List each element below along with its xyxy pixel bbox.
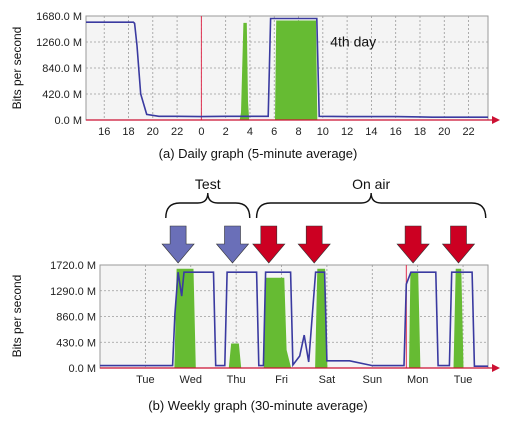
group-label: On air: [352, 176, 390, 192]
fourth-day-annotation: 4th day: [330, 33, 376, 49]
y-tick-label: 1720.0 M: [50, 260, 96, 272]
daily-y-axis-label: Bits per second: [10, 27, 24, 110]
weekly-series: [100, 268, 488, 368]
event-arrow: [161, 225, 195, 264]
x-tick-label: Sun: [362, 374, 382, 386]
x-tick-label: 6: [271, 126, 277, 138]
x-tick-label: 14: [365, 126, 377, 138]
x-tick-label: 2: [223, 126, 229, 138]
x-axis-arrowhead: [492, 116, 500, 124]
y-tick-label: 420.0 M: [42, 89, 82, 101]
x-tick-label: 10: [317, 126, 329, 138]
x-tick-label: 22: [462, 126, 474, 138]
x-tick-label: Sat: [319, 374, 336, 386]
weekly-graph: Test On air 0.0 M 430.0 M 860.0 M 1290.0 M 17…: [10, 176, 500, 413]
series-line: [86, 17, 488, 118]
event-arrow: [252, 225, 286, 264]
x-tick-label: 18: [414, 126, 426, 138]
x-tick-label: 8: [295, 126, 301, 138]
x-tick-label: Mon: [407, 374, 428, 386]
daily-series: [86, 17, 488, 120]
y-tick-label: 1260.0 M: [36, 37, 82, 49]
weekly-caption: (b) Weekly graph (30-minute average): [148, 398, 367, 413]
x-tick-label: 16: [98, 126, 110, 138]
x-tick-label: Thu: [227, 374, 246, 386]
weekly-y-axis-label: Bits per second: [10, 275, 24, 358]
event-arrow: [396, 225, 430, 264]
group-bracket: [255, 192, 487, 219]
y-tick-label: 1680.0 M: [36, 11, 82, 23]
x-tick-label: 16: [390, 126, 402, 138]
x-axis-arrowhead: [492, 364, 500, 372]
x-tick-label: 20: [147, 126, 159, 138]
x-tick-label: Fri: [275, 374, 288, 386]
event-arrow: [215, 225, 250, 264]
series-line: [100, 271, 488, 368]
y-tick-label: 840.0 M: [42, 63, 82, 75]
y-tick-label: 430.0 M: [56, 337, 96, 349]
x-tick-label: 20: [438, 126, 450, 138]
weekly-x-ticks: Tue Wed Thu Fri Sat Sun Mon Tue: [100, 364, 500, 386]
daily-graph: 0.0 M 420.0 M 840.0 M 1260.0 M 1680.0 M 16 18…: [10, 11, 500, 161]
daily-y-ticks: 0.0 M 420.0 M 840.0 M 1260.0 M 1680.0 M: [36, 11, 82, 127]
event-arrows: [161, 225, 476, 264]
x-tick-label: 12: [341, 126, 353, 138]
daily-x-ticks: 16 18 20 22 0 2 4 6 8 10 12 14 16 18 20 22: [86, 116, 500, 138]
y-tick-label: 1290.0 M: [50, 286, 96, 298]
x-tick-label: 0: [198, 126, 204, 138]
event-arrow: [441, 225, 476, 264]
y-tick-label: 0.0 M: [68, 363, 96, 375]
event-arrow: [297, 225, 331, 264]
period-brackets: Test On air: [165, 176, 487, 219]
x-tick-label: 4: [247, 126, 253, 138]
x-tick-label: 18: [122, 126, 134, 138]
y-tick-label: 0.0 M: [54, 115, 82, 127]
series-area: [86, 20, 488, 120]
group-label: Test: [195, 176, 221, 192]
x-tick-label: Tue: [454, 374, 473, 386]
series-area: [100, 268, 488, 368]
daily-caption: (a) Daily graph (5-minute average): [159, 146, 358, 161]
y-tick-label: 860.0 M: [56, 312, 96, 324]
x-tick-label: Tue: [136, 374, 155, 386]
x-tick-label: 22: [171, 126, 183, 138]
weekly-y-ticks: 0.0 M 430.0 M 860.0 M 1290.0 M 1720.0 M: [50, 260, 96, 375]
group-bracket: [165, 192, 251, 219]
x-tick-label: Wed: [180, 374, 202, 386]
